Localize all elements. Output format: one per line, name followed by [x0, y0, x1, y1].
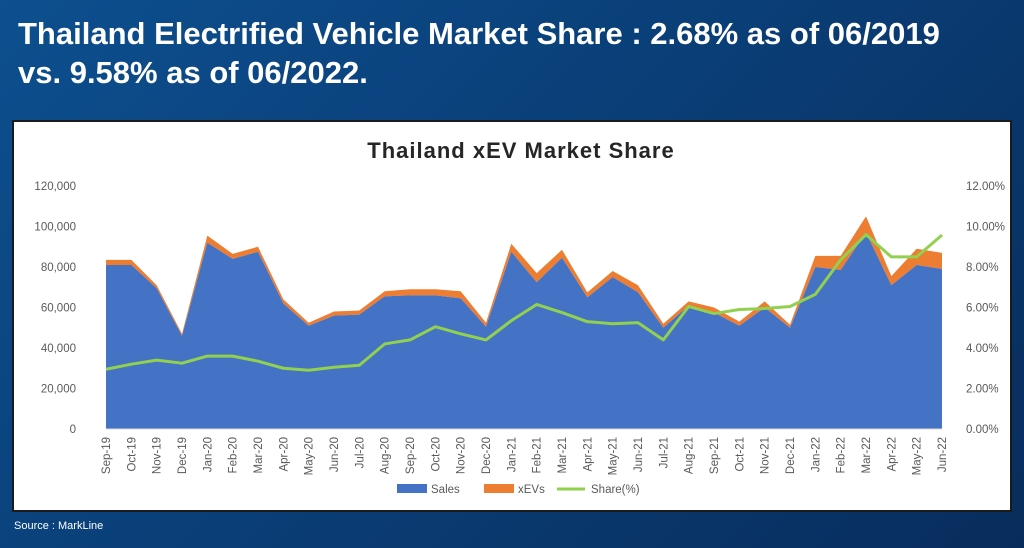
x-axis-tick-label: Oct-20: [430, 437, 442, 472]
x-axis-tick-label: Dec-20: [481, 437, 493, 474]
slide-title: Thailand Electrified Vehicle Market Shar…: [18, 14, 1008, 92]
x-axis-tick-label: Feb-21: [532, 437, 544, 473]
chart-title: Thailand xEV Market Share: [367, 138, 674, 163]
x-axis-tick-label: Jan-22: [810, 437, 822, 472]
x-axis-tick-label: Nov-21: [760, 437, 772, 474]
x-axis-tick-label: Sep-20: [405, 437, 417, 474]
x-axis-tick-label: Jul-21: [658, 437, 670, 468]
x-axis-tick-label: Jun-20: [329, 437, 341, 472]
x-axis-tick-label: Dec-21: [785, 437, 797, 474]
x-axis-tick-label: Apr-22: [886, 437, 898, 472]
chart-panel: Thailand xEV Market Share 0 20,000 40,000 6…: [12, 120, 1012, 512]
x-axis-tick-label: Nov-19: [152, 437, 164, 474]
y-axis-tick-label: 0: [70, 424, 76, 436]
y-axis-tick-label: 120,000: [34, 181, 76, 193]
x-axis-tick-label: May-21: [608, 437, 620, 475]
x-axis-tick-label: Sep-21: [709, 437, 721, 474]
series-area-xevs: [106, 216, 942, 336]
series-line-share: [105, 233, 943, 372]
x-axis-tick-label: Oct-19: [126, 437, 138, 472]
series-area-sales: [106, 232, 942, 429]
y2-axis-tick-label: 12.00%: [966, 181, 1005, 193]
legend-label: Sales: [431, 484, 460, 496]
source-note: Source : MarkLine: [14, 520, 104, 532]
x-axis-tick-label: Feb-22: [836, 437, 848, 473]
slide-title-line-1: Thailand Electrified Vehicle Market Shar…: [18, 16, 940, 51]
x-axis-tick-label: Jun-22: [937, 437, 949, 472]
x-axis-tick-label: Apr-21: [582, 437, 594, 472]
y2-axis-tick-label: 2.00%: [966, 384, 999, 396]
x-axis-tick-label: Jun-21: [633, 437, 645, 472]
legend-label: Share(%): [591, 484, 640, 496]
y2-axis-tick-label: 8.00%: [966, 262, 999, 274]
y2-axis-tick-label: 6.00%: [966, 303, 999, 315]
x-axis-tick-label: Mar-21: [557, 437, 569, 473]
x-axis-tick-label: Apr-20: [278, 437, 290, 472]
x-axis-tick-label: Sep-19: [101, 437, 113, 474]
y2-axis-tick-label: 10.00%: [966, 222, 1005, 234]
slide-title-line-2: vs. 9.58% as of 06/2022.: [18, 55, 368, 90]
x-axis-tick-label: Jan-21: [506, 437, 518, 472]
x-axis-tick-label: Aug-21: [684, 437, 696, 474]
x-axis-tick-label: Mar-20: [253, 437, 265, 473]
y-axis-tick-label: 40,000: [41, 343, 76, 355]
x-axis-tick-label: Mar-22: [861, 437, 873, 473]
y-axis-tick-label: 80,000: [41, 262, 76, 274]
x-axis-tick-label: Nov-20: [456, 437, 468, 474]
x-axis-tick-label: Feb-20: [228, 437, 240, 473]
y2-axis-tick-label: 0.00%: [966, 424, 999, 436]
y-axis-tick-label: 60,000: [41, 303, 76, 315]
y-axis-tick-label: 20,000: [41, 384, 76, 396]
y-axis-tick-label: 100,000: [34, 222, 76, 234]
legend-swatch: [484, 484, 514, 493]
y2-axis-tick-label: 4.00%: [966, 343, 999, 355]
legend-label: xEVs: [518, 484, 545, 496]
x-axis-tick-label: Dec-19: [177, 437, 189, 474]
x-axis-tick-label: Oct-21: [734, 437, 746, 472]
x-axis-tick-label: Jul-20: [354, 437, 366, 468]
x-axis-tick-label: Jan-20: [202, 437, 214, 472]
legend-swatch: [397, 484, 427, 493]
x-axis-tick-label: May-20: [304, 437, 316, 475]
x-axis-tick-label: May-22: [912, 437, 924, 475]
xev-market-share-chart: Thailand xEV Market Share 0 20,000 40,000 6…: [34, 138, 1005, 496]
x-axis-tick-label: Aug-20: [380, 437, 392, 474]
